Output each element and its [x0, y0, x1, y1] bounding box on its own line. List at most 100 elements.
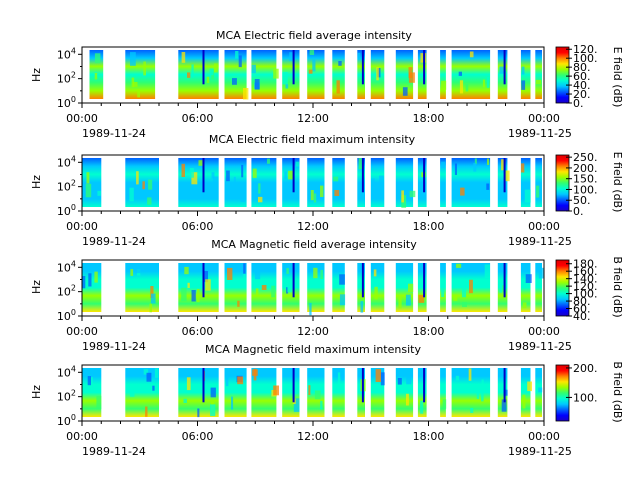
spectrogram-segment [497, 158, 508, 207]
spectrogram-texture [183, 398, 187, 403]
x-date-start: 1989-11-24 [82, 127, 146, 140]
spectrogram-texture [214, 63, 218, 73]
colorbar-tick-label: 40. [573, 310, 591, 323]
spectrogram-segment [282, 158, 300, 207]
spectrogram-texture [181, 52, 186, 63]
y-axis-label: Hz [30, 280, 43, 294]
spectrogram-texture [148, 179, 153, 190]
spectrogram-texture [225, 377, 229, 387]
spectrogram-texture [538, 387, 543, 393]
colorbar-tick-label: 20. [573, 88, 591, 101]
spectrogram-segment [82, 158, 102, 207]
spectrogram-texture [521, 80, 526, 90]
spectrogram-segment [332, 158, 345, 207]
spectrogram-texture [87, 376, 91, 386]
spectrogram-segment [82, 368, 102, 417]
spectrogram-segment [440, 368, 446, 417]
colorbar-tick-label: 100. [573, 288, 598, 301]
colorbar-tick-label: 160. [573, 265, 598, 278]
spectrogram-texture [137, 89, 140, 98]
spectrogram-texture [397, 378, 402, 385]
spectrogram-texture [254, 268, 261, 280]
spectrogram-segment [357, 368, 365, 417]
spectrogram-texture [536, 185, 540, 198]
spectrogram-texture [243, 263, 246, 274]
colorbar-tick-label: 100. [573, 183, 598, 196]
spectrogram-segment [395, 50, 414, 99]
spectrogram-texture [227, 267, 233, 280]
colorbar [555, 259, 570, 317]
spectrogram-streak [292, 50, 295, 85]
spectrogram-texture [522, 302, 527, 309]
spectrogram-texture [357, 52, 361, 60]
spectrogram-texture [469, 279, 473, 294]
spectrogram-texture [200, 185, 205, 190]
spectrogram-texture [441, 80, 447, 90]
spectrogram-texture [197, 289, 200, 303]
spectrogram-texture [402, 87, 408, 96]
y-tick-label: 102 [57, 71, 76, 86]
spectrogram-texture [150, 293, 156, 304]
spectrogram-texture [149, 303, 152, 313]
spectrogram-texture [442, 399, 447, 409]
panel-title: MCA Electric field average intensity [216, 29, 412, 42]
spectrogram-texture [145, 406, 148, 417]
spectrogram-texture [243, 88, 249, 100]
panel-magnetic-avg: MCA Magnetic field average intensity Hz … [30, 238, 624, 353]
spectrogram-streak [202, 50, 205, 85]
spectrogram-streak [292, 263, 295, 298]
spectrogram-texture [197, 408, 200, 418]
spectrogram-texture [453, 294, 458, 301]
x-tick-label: 00:00 [66, 430, 98, 443]
spectrogram-texture [211, 172, 215, 179]
colorbar-tick-label: 100. [573, 391, 598, 404]
spectrogram-segment [357, 50, 365, 99]
spectrogram-texture [482, 79, 486, 88]
spectrogram-texture [130, 52, 136, 66]
spectrogram-texture [312, 59, 316, 72]
y-axis-label: Hz [30, 175, 43, 189]
spectrogram-texture [338, 61, 342, 66]
spectrogram-texture [238, 55, 242, 68]
x-tick-label: 06:00 [182, 430, 214, 443]
spectrogram-texture [154, 368, 159, 378]
spectrogram-texture [241, 164, 244, 178]
spectrogram-texture [191, 172, 198, 185]
spectrogram-segment [251, 50, 277, 99]
spectrogram-texture [130, 269, 134, 276]
spectrogram-streak [503, 50, 506, 85]
spectrogram-texture [459, 80, 464, 94]
spectrogram-texture [487, 158, 490, 165]
spectrogram-texture [309, 50, 315, 55]
spectrogram-texture [85, 183, 92, 198]
spectrogram-texture [398, 297, 402, 309]
spectrogram-segment [125, 50, 156, 99]
spectrogram-segment [535, 263, 542, 312]
spectrogram-segment [307, 263, 325, 312]
colorbar-tick-label: 200. [573, 162, 598, 175]
spectrogram-texture [181, 287, 187, 302]
panel-electric-avg: MCA Electric field average intensity Hz … [30, 29, 624, 140]
colorbar-tick-label: 50. [573, 194, 591, 207]
spectrogram-segment [178, 158, 219, 207]
spectrogram-texture [374, 286, 378, 300]
spectrogram-texture [226, 170, 230, 182]
spectrogram-texture [527, 381, 532, 392]
spectrogram-texture [525, 274, 532, 283]
spectrogram-texture [470, 407, 474, 413]
spectrogram-segment [535, 50, 542, 99]
x-tick-label: 18:00 [413, 112, 445, 125]
colorbar-tick-label: 150. [573, 173, 598, 186]
spectrogram-texture [240, 188, 245, 202]
spectrogram-texture [288, 170, 294, 180]
spectrogram-texture [232, 78, 237, 85]
spectrogram-texture [420, 400, 424, 414]
spectrogram-texture [181, 163, 185, 177]
spectrogram-texture [258, 183, 261, 194]
spectrogram-texture [334, 190, 340, 196]
spectrogram-segment [535, 158, 542, 207]
spectrogram-texture [538, 267, 544, 279]
x-tick-label: 00:00 [66, 220, 98, 233]
spectrogram-texture [237, 300, 240, 307]
spectrogram-texture [501, 159, 506, 171]
